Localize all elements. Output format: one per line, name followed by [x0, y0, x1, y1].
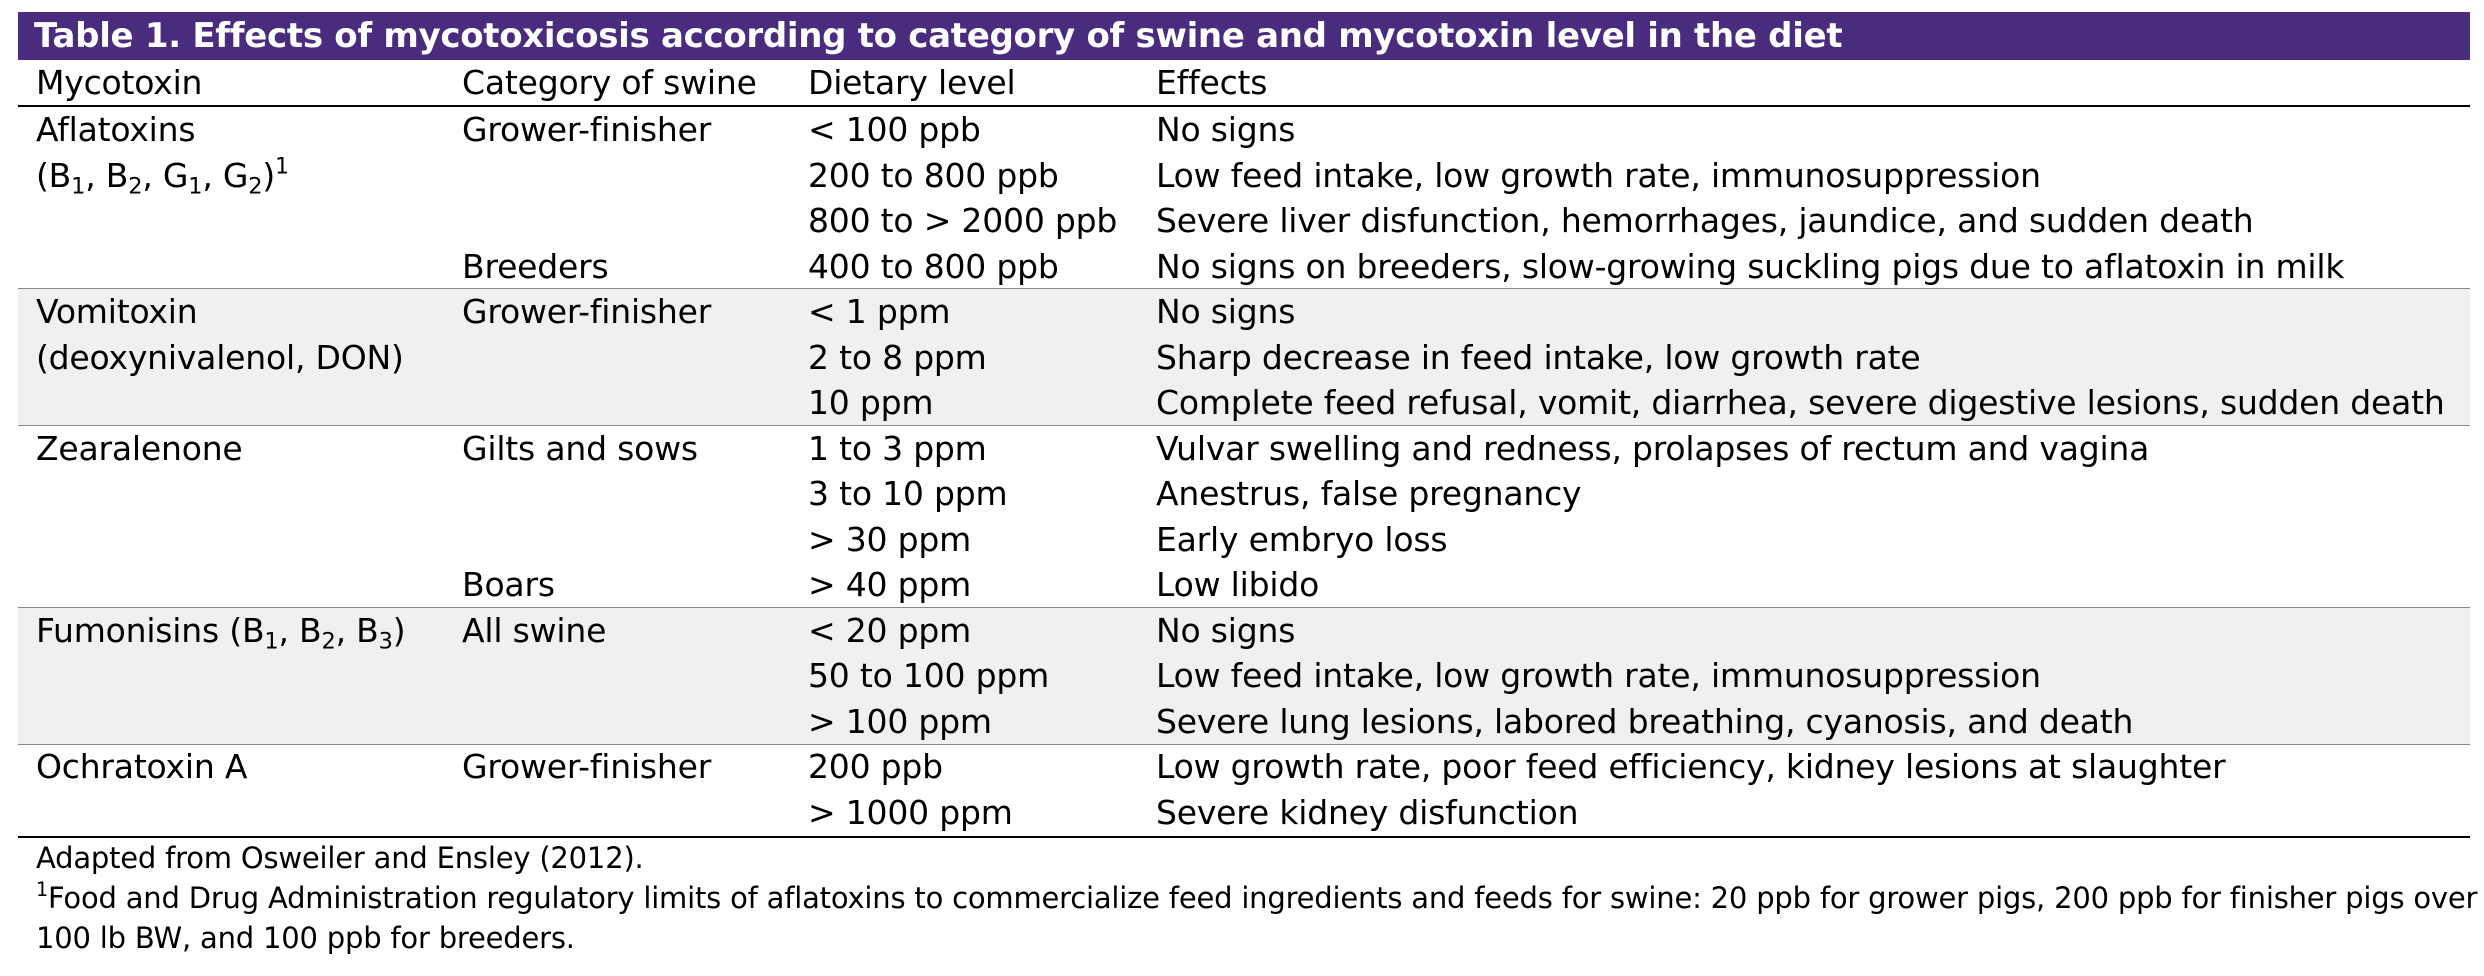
swine-category: Boars	[462, 565, 555, 604]
footnote-mark: 1	[36, 878, 48, 902]
mycotoxin-name: Aflatoxins	[36, 110, 196, 149]
header-category: Category of swine	[462, 63, 757, 102]
dietary-level: > 100 ppm	[808, 701, 992, 741]
swine-category: Grower-finisher	[462, 110, 712, 149]
table-row: Aflatoxins Grower-finisher < 100 ppb No …	[18, 107, 2470, 153]
effect-text: No signs on breeders, slow-growing suckl…	[1156, 246, 2345, 286]
dietary-level: < 20 ppm	[808, 610, 972, 650]
group-divider	[18, 425, 2470, 426]
table-row: 10 ppm Complete feed refusal, vomit, dia…	[18, 380, 2470, 426]
dietary-level: 1 to 3 ppm	[808, 428, 987, 468]
effect-text: Low growth rate, poor feed efficiency, k…	[1156, 747, 2226, 786]
shaded-band-vomitoxin	[18, 288, 2470, 425]
effect-text: Vulvar swelling and redness, prolapses o…	[1156, 428, 2150, 468]
header-dietary-level: Dietary level	[808, 63, 1016, 102]
effect-text: Complete feed refusal, vomit, diarrhea, …	[1156, 383, 2445, 422]
table-row: 800 to > 2000 ppb Severe liver disfuncti…	[18, 198, 2470, 244]
table-row: Ochratoxin A Grower-finisher 200 ppb Low…	[18, 744, 2470, 790]
shaded-band-fumonisins	[18, 607, 2470, 744]
effect-text: Early embryo loss	[1156, 519, 1448, 559]
table-row: Breeders 400 to 800 ppb No signs on bree…	[18, 244, 2470, 290]
header-rule	[18, 105, 2470, 107]
table-row: (B1, B2, G1, G2)1 200 to 800 ppb Low fee…	[18, 153, 2470, 199]
mycotoxin-name: Zearalenone	[36, 428, 243, 468]
effect-text: Sharp decrease in feed intake, low growt…	[1156, 337, 1921, 377]
dietary-level: 10 ppm	[808, 383, 934, 422]
header-mycotoxin: Mycotoxin	[36, 63, 203, 102]
dietary-level: 3 to 10 ppm	[808, 474, 1008, 513]
dietary-level: 200 ppb	[808, 747, 943, 786]
dietary-level: 800 to > 2000 ppb	[808, 201, 1118, 240]
footnote-1-continued: 100 lb BW, and 100 ppb for breeders.	[36, 921, 575, 955]
dietary-level: 200 to 800 ppb	[808, 155, 1059, 195]
dietary-level: 2 to 8 ppm	[808, 337, 987, 377]
dietary-level: < 100 ppb	[808, 110, 981, 149]
table-row: > 1000 ppm Severe kidney disfunction	[18, 790, 2470, 836]
effect-text: No signs	[1156, 292, 1296, 331]
effect-text: Anestrus, false pregnancy	[1156, 474, 1582, 513]
footnote-mark: 1	[275, 154, 289, 179]
swine-category: Grower-finisher	[462, 747, 712, 786]
effect-text: No signs	[1156, 610, 1296, 650]
swine-category: All swine	[462, 610, 607, 650]
swine-category: Breeders	[462, 246, 609, 286]
effect-text: Low feed intake, low growth rate, immuno…	[1156, 656, 2041, 695]
mycotoxin-variants: (B1, B2, G1, G2)1	[36, 154, 289, 199]
group-divider	[18, 607, 2470, 608]
dietary-level: > 30 ppm	[808, 519, 972, 559]
group-divider	[18, 288, 2470, 289]
swine-category: Gilts and sows	[462, 428, 698, 468]
group-divider	[18, 744, 2470, 745]
effect-text: Low libido	[1156, 565, 1320, 604]
source-note: Adapted from Osweiler and Ensley (2012).	[36, 841, 644, 875]
effect-text: Severe liver disfunction, hemorrhages, j…	[1156, 201, 2254, 240]
table-title: Table 1. Effects of mycotoxicosis accord…	[18, 12, 2470, 60]
table-row: (deoxynivalenol, DON) 2 to 8 ppm Sharp d…	[18, 335, 2470, 381]
footnote-1: 1Food and Drug Administration regulatory…	[36, 878, 2478, 915]
dietary-level: 400 to 800 ppb	[808, 246, 1059, 286]
bottom-rule	[18, 836, 2470, 838]
mycotoxin-name: Ochratoxin A	[36, 747, 248, 786]
swine-category: Grower-finisher	[462, 292, 712, 331]
header-effects: Effects	[1156, 63, 1268, 102]
dietary-level: 50 to 100 ppm	[808, 656, 1050, 695]
effect-text: Severe kidney disfunction	[1156, 792, 1579, 832]
dietary-level: > 40 ppm	[808, 565, 972, 604]
table-row: Zearalenone Gilts and sows 1 to 3 ppm Vu…	[18, 426, 2470, 472]
effect-text: Low feed intake, low growth rate, immuno…	[1156, 155, 2041, 195]
table-row: 50 to 100 ppm Low feed intake, low growt…	[18, 653, 2470, 699]
effect-text: No signs	[1156, 110, 1296, 149]
mycotoxin-name: Fumonisins (B1, B2, B3)	[36, 610, 406, 654]
table-row: Fumonisins (B1, B2, B3) All swine < 20 p…	[18, 608, 2470, 654]
table-header-row: Mycotoxin Category of swine Dietary leve…	[18, 60, 2470, 106]
effect-text: Severe lung lesions, labored breathing, …	[1156, 701, 2134, 741]
table-row: > 30 ppm Early embryo loss	[18, 517, 2470, 563]
dietary-level: > 1000 ppm	[808, 792, 1013, 832]
table-row: > 100 ppm Severe lung lesions, labored b…	[18, 699, 2470, 745]
mycotoxin-synonym: (deoxynivalenol, DON)	[36, 337, 404, 377]
dietary-level: < 1 ppm	[808, 292, 951, 331]
table-row: Vomitoxin Grower-finisher < 1 ppm No sig…	[18, 289, 2470, 335]
table-row: Boars > 40 ppm Low libido	[18, 562, 2470, 608]
mycotoxin-name: Vomitoxin	[36, 292, 198, 331]
table-row: 3 to 10 ppm Anestrus, false pregnancy	[18, 471, 2470, 517]
